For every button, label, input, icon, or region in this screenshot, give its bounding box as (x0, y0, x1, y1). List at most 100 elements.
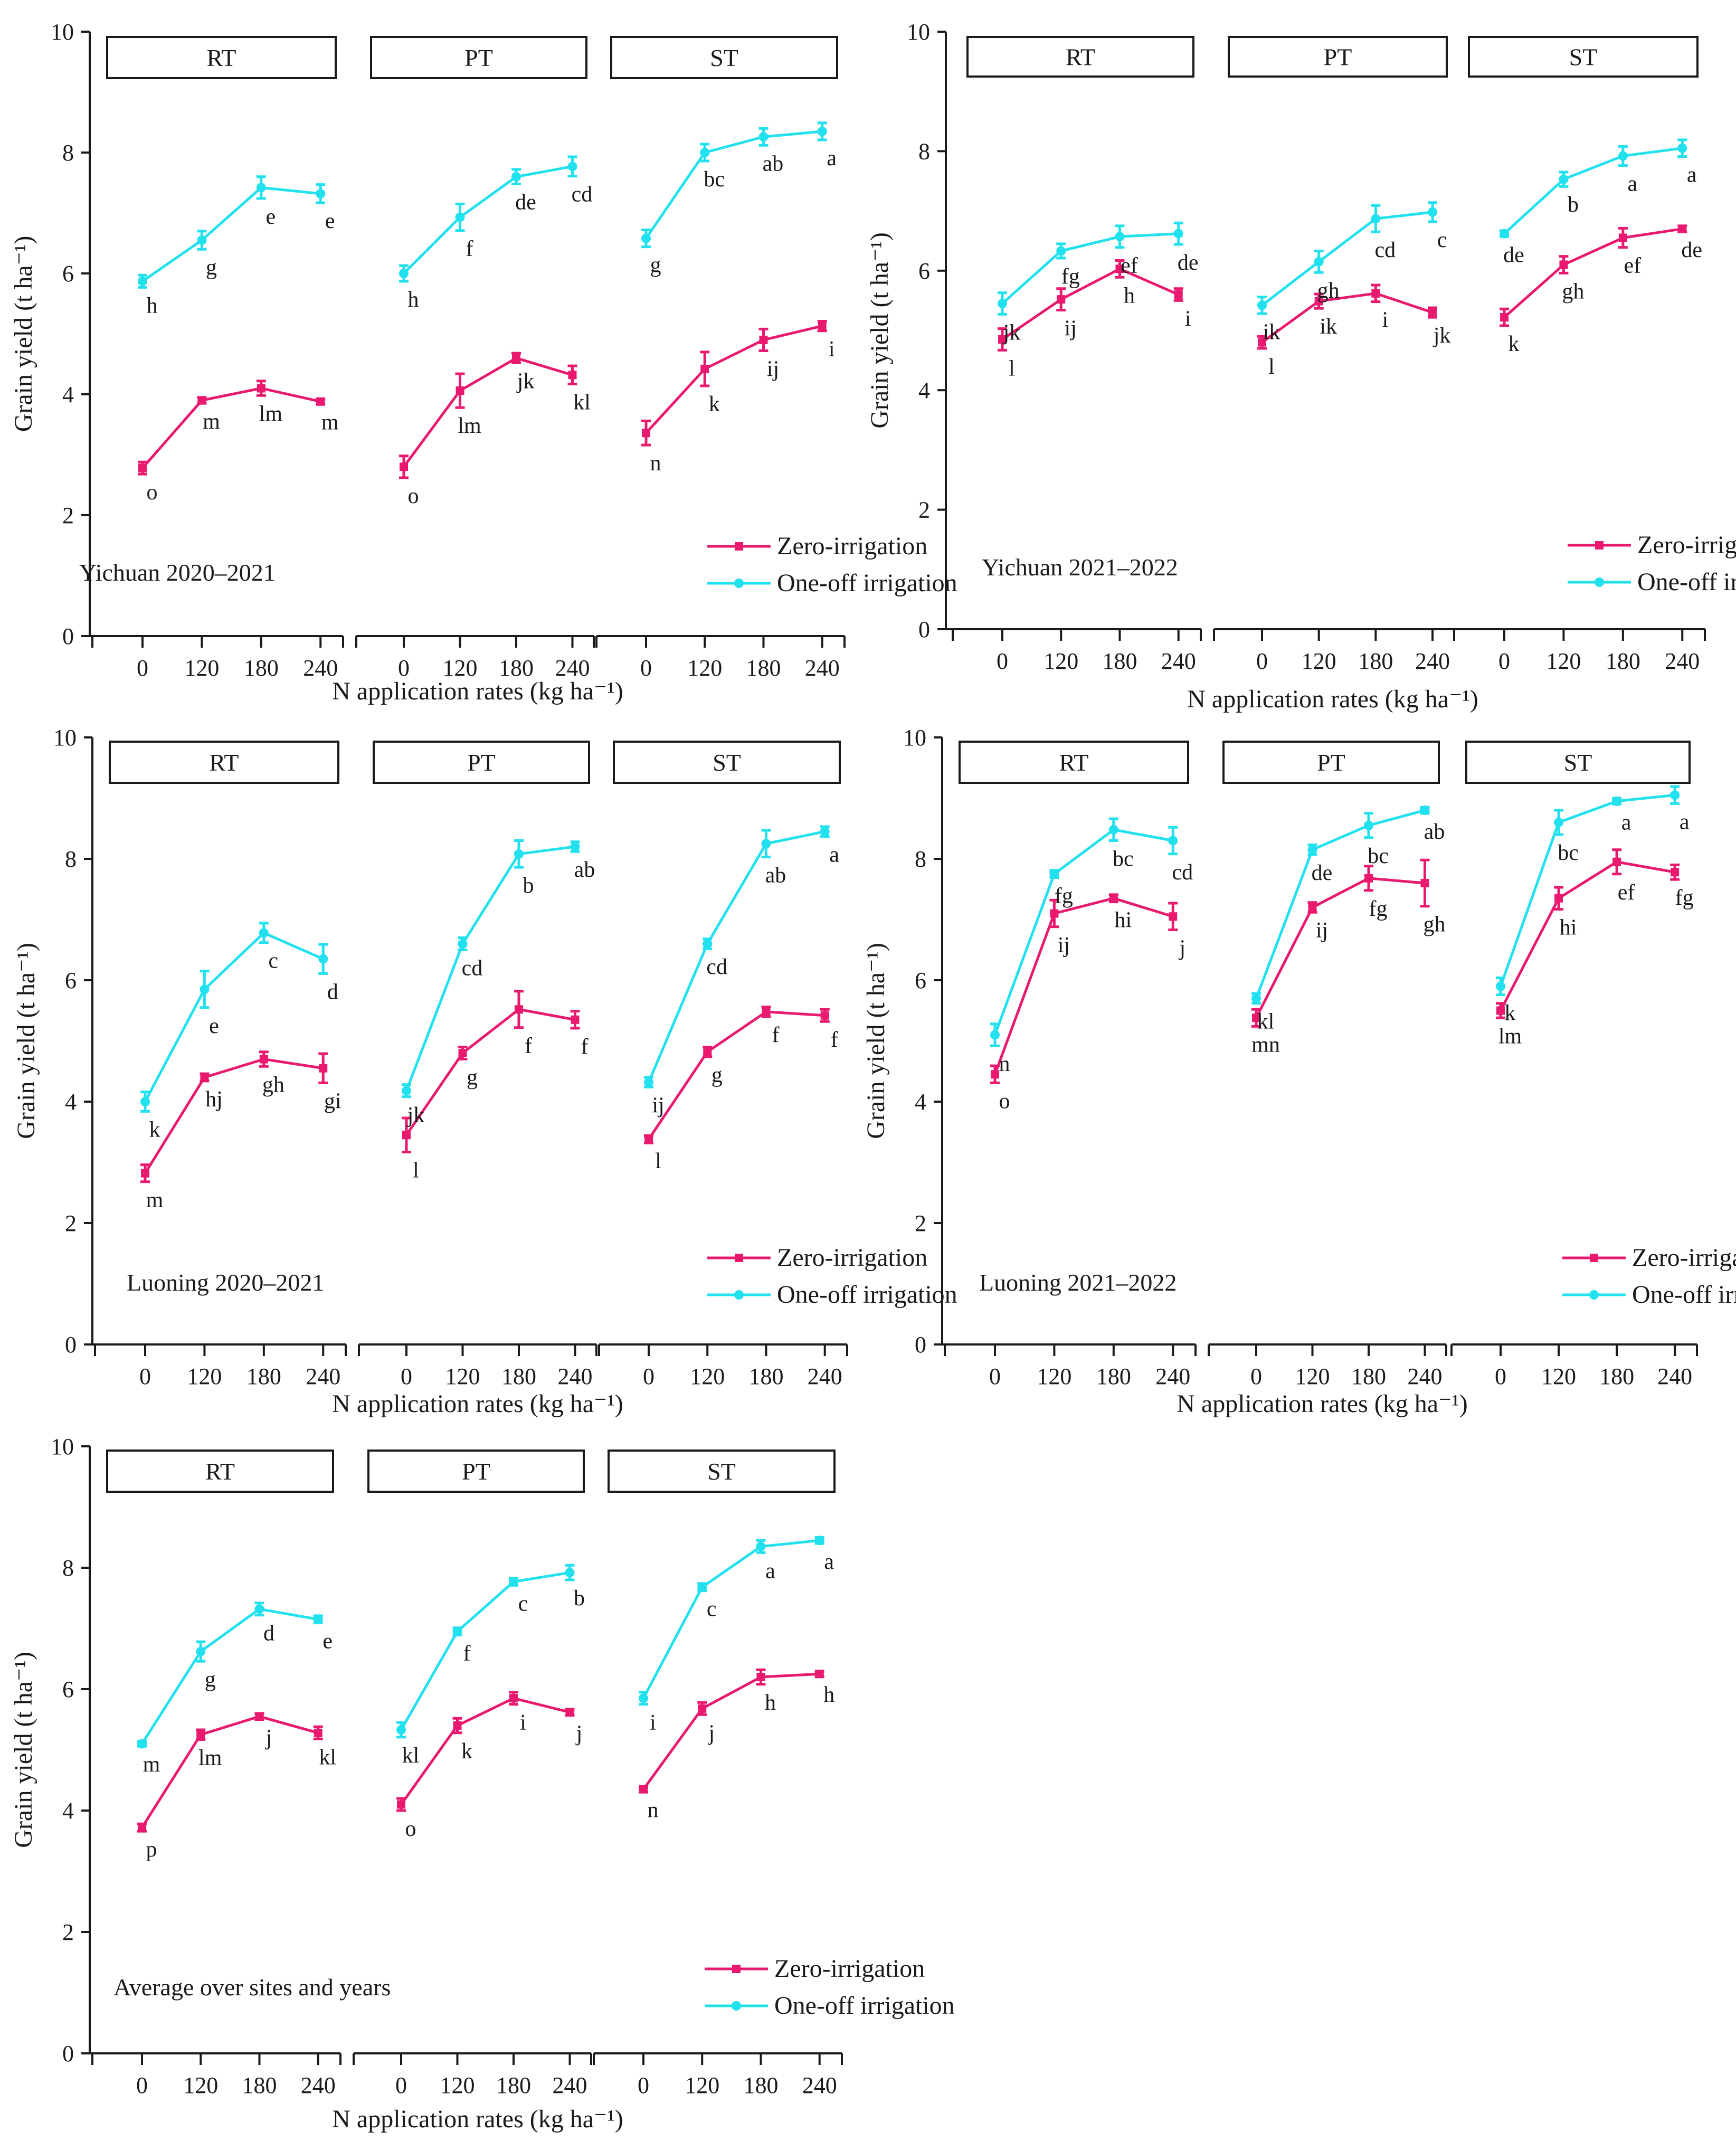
data-point (815, 1670, 824, 1679)
series-line (647, 1010, 825, 1140)
x-tick-label: 180 (1096, 1363, 1131, 1389)
significance-letter: g (650, 253, 661, 278)
site-year-label: Yichuan 2020–2021 (79, 559, 276, 586)
data-point (314, 1728, 322, 1737)
significance-letter: m (143, 1752, 160, 1777)
data-point (1670, 790, 1680, 800)
significance-letter: ab (763, 151, 784, 176)
significance-letter: a (1621, 811, 1631, 835)
data-point (1618, 151, 1628, 161)
x-tick-label: 120 (685, 2072, 719, 2098)
data-point (703, 1047, 712, 1056)
significance-letter: e (322, 1630, 333, 1654)
series-one-off-irrigation: g bc ab a (641, 121, 837, 278)
y-tick-label: 6 (915, 968, 926, 993)
data-point (1496, 1006, 1505, 1015)
facet-header-box (959, 741, 1189, 784)
data-point (319, 1064, 328, 1073)
y-tick-label: 8 (62, 140, 74, 166)
significance-letter: jk (516, 369, 535, 393)
series-zero-irrigation: k gh ef de (1500, 224, 1702, 356)
data-point (458, 1049, 467, 1057)
series-one-off-irrigation: jk fg ef de (998, 221, 1199, 345)
significance-letter: b (1568, 193, 1579, 217)
series-line (1255, 877, 1425, 1019)
significance-letter: o (147, 480, 158, 505)
data-point (509, 1577, 518, 1587)
significance-letter: jk (406, 1103, 425, 1128)
x-tick-label: 180 (748, 1363, 783, 1389)
facet-rt: RT 0 120 180 240 l ij h i jk fg ef de (946, 36, 1202, 674)
facet-pt: PT 0 120 180 240 l ik i jk ik gh cd c (1213, 36, 1455, 674)
facet-header-box (613, 741, 841, 784)
data-point (1115, 264, 1124, 273)
x-tick-label: 120 (187, 1363, 222, 1389)
series-zero-irrigation: p lm j kl (137, 1712, 336, 1862)
significance-letter: hi (1114, 908, 1132, 933)
data-point (1109, 894, 1118, 903)
data-point (197, 235, 207, 245)
significance-letter: e (266, 205, 276, 229)
data-point (1364, 874, 1373, 883)
significance-letter: l (1268, 355, 1275, 379)
x-tick-label: 240 (808, 1363, 842, 1389)
series-line (400, 1571, 570, 1731)
significance-letter: k (709, 392, 720, 416)
significance-letter: h (823, 1683, 834, 1707)
data-point (318, 954, 328, 964)
x-axis-title: N application rates (kg ha⁻¹) (332, 2105, 623, 2133)
x-tick-label: 240 (802, 2072, 837, 2098)
x-tick-label: 180 (1351, 1363, 1386, 1389)
significance-letter: kl (319, 1745, 336, 1769)
significance-letter: m (321, 410, 339, 434)
data-point (1496, 981, 1505, 991)
significance-letter: i (650, 1711, 656, 1735)
y-tick-label: 2 (918, 497, 930, 523)
significance-letter: j (575, 1721, 583, 1746)
facet-label: ST (1569, 44, 1598, 71)
x-tick-label: 240 (1161, 648, 1196, 674)
significance-letter: g (467, 1066, 478, 1090)
data-point (509, 1694, 518, 1703)
data-point (761, 839, 771, 849)
y-tick-label: 6 (62, 1676, 74, 1702)
significance-letter: b (523, 874, 534, 898)
legend-label-one: One-off irrigation (1632, 1281, 1736, 1309)
x-tick-label: 180 (746, 655, 781, 681)
x-tick-label: 180 (1606, 648, 1640, 674)
data-point (138, 463, 147, 472)
series-one-off-irrigation: k bc a a (1496, 785, 1690, 1026)
series-one-off-irrigation: ik gh cd c (1257, 201, 1447, 344)
significance-letter: cd (462, 956, 483, 981)
data-point (991, 1070, 999, 1079)
legend-label-zero: Zero-irrigation (1632, 1244, 1736, 1272)
significance-letter: fg (1675, 886, 1694, 910)
series-one-off-irrigation: kl f c b (396, 1564, 585, 1768)
significance-letter: n (650, 451, 661, 476)
legend-label-zero: Zero-irrigation (777, 1244, 927, 1272)
data-point (1169, 912, 1178, 921)
legend-marker (735, 1254, 743, 1262)
data-point (703, 939, 713, 949)
x-tick-label: 180 (246, 1363, 281, 1389)
significance-letter: a (1680, 810, 1690, 834)
data-point (1371, 214, 1381, 224)
x-tick-label: 120 (687, 655, 722, 681)
series-one-off-irrigation: n fg bc cd (990, 817, 1193, 1076)
significance-letter: bc (704, 167, 725, 192)
x-tick-label: 0 (1495, 1363, 1506, 1389)
significance-letter: i (520, 1711, 526, 1735)
facet-label: ST (710, 44, 738, 71)
significance-letter: h (765, 1691, 776, 1715)
significance-letter: cd (1172, 860, 1193, 885)
y-tick-label: 6 (918, 258, 930, 284)
significance-letter: gh (262, 1073, 284, 1097)
x-tick-label: 0 (137, 655, 148, 681)
data-point (1678, 224, 1687, 233)
data-point (990, 1030, 1000, 1040)
facet-pt: PT 0 120 180 240 o lm jk kl h f de cd (355, 36, 595, 681)
series-line (140, 1607, 319, 1745)
y-tick-label: 8 (915, 846, 926, 872)
